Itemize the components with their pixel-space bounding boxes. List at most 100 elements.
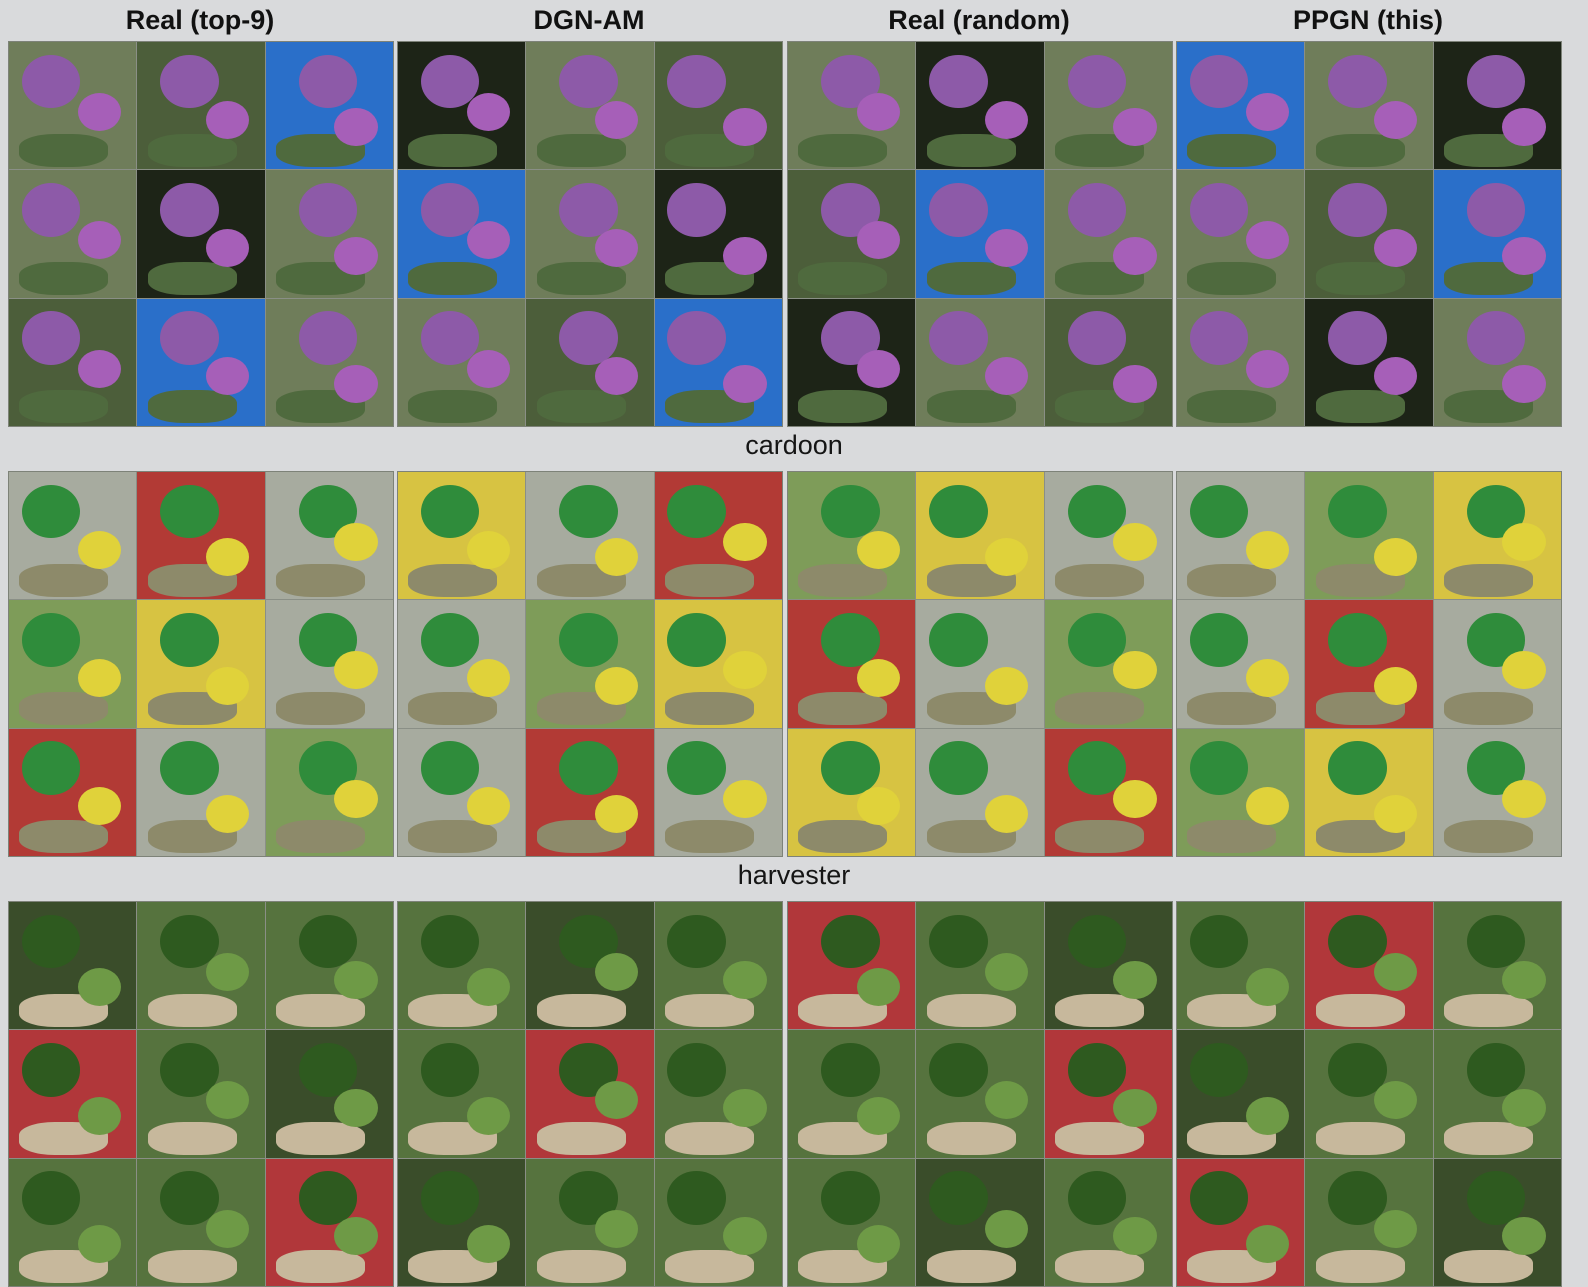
subject-blob [929,311,988,365]
subject-blob [466,349,511,388]
subject-blob [298,1171,358,1225]
subject-blob [1067,484,1127,539]
photo-tile [1177,298,1305,426]
photo-tile [398,728,526,856]
photo-tile [654,1158,782,1286]
subject-blob [206,952,250,992]
photo-tile [526,1158,654,1286]
subject-blob [1189,914,1249,969]
photo-tile [137,298,265,426]
photo-tile [1305,298,1433,426]
subject-blob [821,1043,880,1097]
subject-blob [1328,311,1387,365]
ground-blob [19,563,109,597]
subject-blob [1502,108,1546,147]
subject-blob [559,183,618,237]
subject-blob [929,183,988,237]
subject-blob [723,522,767,562]
subject-blob [667,54,726,109]
subject-blob [1113,960,1157,999]
subject-blob [160,741,219,795]
ground-blob [1187,563,1277,597]
photo-tile [1044,1030,1172,1158]
subject-blob [856,658,901,698]
photo-tile [916,472,1044,600]
subject-blob [723,236,767,275]
photo-tile [526,170,654,298]
ground-blob [798,133,888,167]
subject-blob [1502,960,1546,999]
photo-tile [526,42,654,170]
photo-tile [137,728,265,856]
subject-blob [1466,1043,1526,1097]
photo-tile [137,1030,265,1158]
ground-blob [664,1250,754,1284]
image-grid-real-random-row3 [787,901,1173,1287]
photo-tile [398,1030,526,1158]
subject-blob [1502,236,1546,275]
subject-blob [1189,613,1249,667]
subject-blob [1466,54,1526,109]
photo-tile [788,902,916,1030]
subject-blob [334,960,378,999]
photo-tile [788,42,916,170]
ground-blob [1443,692,1533,726]
photo-tile [1305,170,1433,298]
photo-tile [137,472,265,600]
subject-blob [1113,108,1157,147]
subject-blob [206,538,250,577]
subject-blob [821,1171,880,1225]
subject-blob [21,1171,81,1225]
photo-tile [654,472,782,600]
ground-blob [926,993,1016,1027]
photo-tile [265,600,393,728]
image-grid-real-top9-row2 [8,471,394,857]
photo-tile [1044,298,1172,426]
subject-blob [466,530,511,569]
subject-blob [1067,183,1127,237]
ground-blob [19,390,109,424]
subject-blob [1374,666,1418,705]
photo-tile [265,902,393,1030]
photo-tile [526,902,654,1030]
subject-blob [856,349,901,388]
subject-blob [298,54,358,109]
ground-blob [1315,133,1405,167]
image-grid-real-random-row2 [787,471,1173,857]
subject-blob [420,613,480,667]
photo-tile [9,1158,137,1286]
subject-blob [929,1043,988,1097]
subject-blob [723,1217,767,1256]
photo-tile [526,298,654,426]
subject-blob [77,1224,122,1264]
subject-blob [667,484,726,539]
subject-blob [595,1081,639,1120]
subject-blob [334,108,378,147]
photo-tile [398,170,526,298]
ground-blob [19,133,109,167]
subject-blob [667,1171,726,1225]
ground-blob [275,820,365,854]
col-header-real-top9: Real (top-9) [125,5,275,35]
photo-tile [9,600,137,728]
photo-tile [265,42,393,170]
photo-tile [1433,472,1561,600]
photo-tile [265,1030,393,1158]
subject-blob [1502,1217,1546,1256]
ground-blob [926,390,1016,424]
subject-blob [206,794,250,834]
subject-blob [985,100,1029,139]
subject-blob [466,221,511,260]
subject-blob [1245,349,1290,388]
subject-blob [595,357,639,396]
subject-blob [985,794,1029,834]
subject-blob [595,952,639,992]
ground-blob [275,1122,365,1156]
photo-tile [1305,472,1433,600]
photo-tile [788,298,916,426]
subject-blob [206,228,250,268]
photo-tile [137,600,265,728]
photo-tile [398,902,526,1030]
subject-blob [559,484,618,539]
photo-tile [526,1030,654,1158]
